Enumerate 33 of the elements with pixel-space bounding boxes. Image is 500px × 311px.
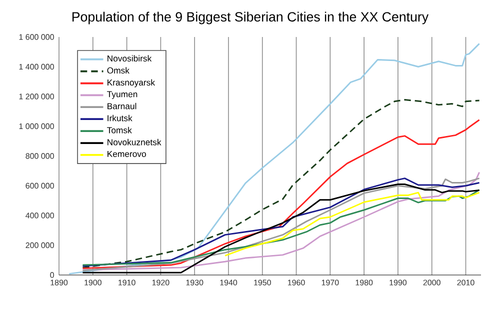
x-tick-label: 1990	[390, 280, 407, 286]
x-tick-label: 2010	[457, 280, 474, 286]
y-tick-label: 1 400 000	[19, 64, 54, 70]
legend-label: Tyumen	[107, 91, 138, 99]
x-tick-label: 1940	[220, 280, 238, 286]
y-tick-label: 1 200 000	[19, 94, 54, 100]
chart-title: Population of the 9 Biggest Siberian Cities in the XX Century	[72, 12, 429, 24]
x-tick-label: 1960	[288, 280, 305, 286]
x-tick-label: 2000	[423, 280, 440, 286]
legend-label: Novokuznetsk	[108, 138, 162, 146]
y-tick-label: 1 600 000	[19, 34, 54, 40]
y-tick-label: 400 000	[26, 212, 54, 218]
legend-label: Omsk	[107, 67, 130, 74]
legend-label: Tomsk	[107, 126, 132, 134]
legend-label: Irkutsk	[108, 114, 132, 122]
y-tick-label: 200 000	[26, 242, 54, 248]
x-tick-label: 1910	[118, 280, 136, 286]
legend-label: Barnaul	[108, 102, 136, 110]
y-tick-label: 1 000 000	[19, 123, 54, 130]
x-tick-label: 1970	[322, 280, 339, 286]
line-series	[224, 192, 480, 256]
legend-label: Krasnoyarsk	[108, 79, 156, 88]
x-tick-label: 1980	[356, 280, 373, 286]
legend-label: Kemerovo	[108, 150, 146, 157]
legend-label: Novosibirsk	[108, 55, 152, 62]
x-tick-label: 1930	[186, 280, 204, 286]
x-tick-label: 1920	[152, 280, 170, 286]
x-tick-label: 1900	[84, 280, 102, 286]
y-tick-label: 800 000	[26, 153, 54, 159]
y-tick-label: 0	[50, 272, 54, 278]
x-tick-label: 1950	[254, 280, 271, 286]
y-tick-label: 600 000	[26, 182, 54, 189]
x-tick-label: 1890	[50, 280, 68, 286]
